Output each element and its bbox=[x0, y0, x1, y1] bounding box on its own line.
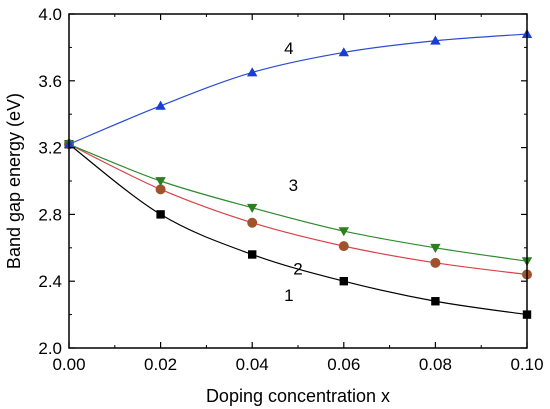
x-tick-label: 0.00 bbox=[52, 355, 85, 374]
data-point-square bbox=[339, 277, 348, 286]
data-point-triangle-down bbox=[247, 203, 258, 213]
y-tick-label: 2.0 bbox=[38, 339, 62, 358]
y-tick-label: 3.6 bbox=[38, 72, 62, 91]
series-label: 2 bbox=[293, 260, 302, 279]
data-point-square bbox=[248, 250, 257, 259]
y-tick-label: 3.2 bbox=[38, 139, 62, 158]
data-point-square bbox=[156, 210, 165, 219]
y-axis-title: Band gap energy (eV) bbox=[4, 93, 24, 269]
y-tick-label: 4.0 bbox=[38, 5, 62, 24]
series-1: 1 bbox=[64, 140, 532, 319]
series-label: 3 bbox=[289, 176, 298, 195]
data-point-circle bbox=[430, 257, 441, 268]
series-layer: 12 3 4 bbox=[63, 28, 533, 319]
y-tick-label: 2.8 bbox=[38, 205, 62, 224]
x-axis-title: Doping concentration x bbox=[206, 386, 390, 406]
data-point-square bbox=[431, 297, 440, 306]
data-point-triangle-up bbox=[155, 100, 166, 110]
x-tick-label: 0.04 bbox=[236, 355, 269, 374]
data-point-triangle-down bbox=[155, 177, 166, 187]
data-point-triangle-up bbox=[338, 47, 349, 57]
series-label: 1 bbox=[284, 286, 293, 305]
series-line bbox=[68, 143, 528, 316]
series-line bbox=[68, 33, 528, 145]
series-2: 2 bbox=[64, 139, 532, 280]
x-tick-label: 0.08 bbox=[419, 355, 452, 374]
data-point-triangle-down bbox=[338, 227, 349, 237]
data-point-triangle-up bbox=[430, 35, 441, 45]
series-line bbox=[68, 143, 528, 276]
data-point-triangle-up bbox=[247, 67, 258, 77]
data-point-circle bbox=[155, 184, 166, 195]
data-point-circle bbox=[247, 217, 258, 228]
data-point-triangle-down bbox=[430, 243, 441, 253]
series-3: 3 bbox=[63, 140, 533, 267]
series-label: 4 bbox=[284, 39, 293, 58]
series-4: 4 bbox=[63, 28, 533, 149]
y-tick-label: 2.4 bbox=[38, 272, 62, 291]
x-tick-label: 0.10 bbox=[510, 355, 543, 374]
series-line bbox=[68, 143, 528, 262]
axes-layer: 0.00 0.02 0.04 0.06 0.08 0.10 2.0 2.4 2.8 3.2 3.6 4… bbox=[38, 5, 543, 374]
data-point-circle bbox=[338, 241, 349, 252]
x-tick-label: 0.02 bbox=[144, 355, 177, 374]
x-tick-label: 0.06 bbox=[327, 355, 360, 374]
